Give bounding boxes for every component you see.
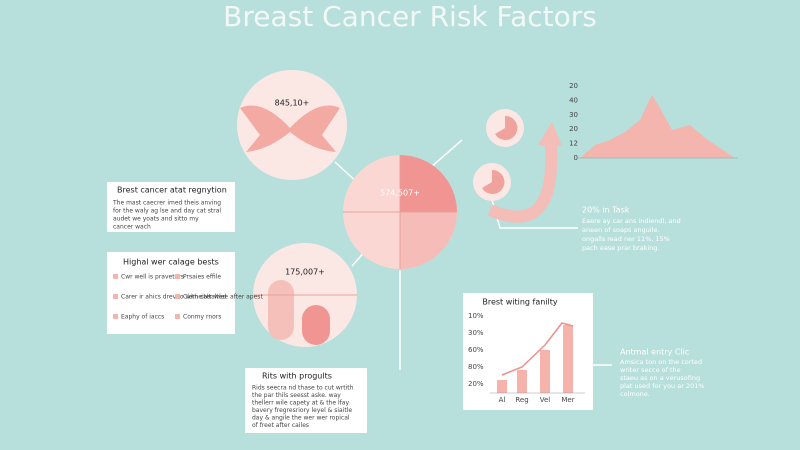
bullet xyxy=(113,274,118,279)
x-label: Mer xyxy=(561,396,574,404)
center-pie-label: 574,507+ xyxy=(380,189,420,198)
y-label: 30% xyxy=(468,329,484,337)
box2 xyxy=(107,252,235,334)
bow-icon xyxy=(240,105,340,152)
box3-title: Rits with progults xyxy=(262,372,332,381)
y-label: 20 xyxy=(569,125,578,133)
box2-item: Prsaies effile xyxy=(183,274,221,281)
y-label: 80% xyxy=(468,363,484,371)
bullet xyxy=(175,314,180,319)
right-note-title: 20% in Task xyxy=(582,206,630,215)
x-label: Al xyxy=(499,396,506,404)
box2-title: Highal wer calage bests xyxy=(123,258,219,267)
right-note-line: pach ease prar braking. xyxy=(582,244,660,252)
y-label: 20 xyxy=(569,82,578,90)
bottom-chart-title: Brest witing fanilty xyxy=(482,298,558,307)
box1-line: The mast caecrer imed theis anving xyxy=(112,200,221,207)
bullet xyxy=(113,314,118,319)
lower-circle-label: 175,007+ xyxy=(285,268,325,277)
bottom-note-line: staeu as on a verusofing xyxy=(620,374,700,382)
box3 xyxy=(245,368,367,433)
box2-item: Conmy rnors xyxy=(183,314,221,321)
x-label: Vel xyxy=(540,396,551,404)
area-chart xyxy=(580,95,735,158)
curved-arrow xyxy=(487,134,558,223)
bullet xyxy=(113,294,118,299)
box1-line: for the waly ag lse and day cat stral xyxy=(113,208,221,215)
y-label: 60% xyxy=(468,346,484,354)
box2-item: Clemeiter wlee after apest xyxy=(183,294,263,301)
y-label: 12 xyxy=(569,140,578,148)
y-label: 40 xyxy=(569,96,578,104)
right-note-line: Eaere ay car ans indiendl, and xyxy=(582,217,681,225)
box1-line: audet we yoats and sitto my xyxy=(113,216,199,223)
top-circle-label: 845,10+ xyxy=(275,99,310,108)
box1-line: cancer wach xyxy=(113,224,151,231)
box2-item: Carer ir ahics dreveo with caltalted xyxy=(121,294,226,301)
box3-line: the par thils seesst aske. way xyxy=(252,392,341,399)
y-label: 0 xyxy=(574,154,578,162)
bottom-note-line: plat used for you ar 201% xyxy=(620,382,705,390)
box2-item: Eaphy of iaccs xyxy=(121,314,164,321)
box2-item: Cwr well is praveters xyxy=(121,274,184,281)
y-label: 20% xyxy=(468,380,484,388)
bottom-note-line: colmone. xyxy=(620,390,650,398)
bottom-note-title: Antmal entry Clic xyxy=(620,348,689,357)
y-label: 30 xyxy=(569,111,578,119)
right-note-line: aneen of soaps anguile. xyxy=(582,226,660,234)
box3-line: bavery fregresriory leyel & siaitle xyxy=(252,407,352,414)
box3-line: thellerr wile capety at & the lfay xyxy=(252,400,349,407)
box3-line: of freet after cailes xyxy=(252,422,309,429)
bottom-note-line: Amsica ton on the corted xyxy=(620,358,702,366)
bullet xyxy=(175,294,180,299)
box1-title: Brest cancer atat regnytion xyxy=(117,186,227,195)
title: Breast Cancer Risk Factors xyxy=(223,0,597,33)
bottom-note-line: writer secce of the xyxy=(620,366,681,374)
box3-line: day & angile the wer wer ropical xyxy=(252,415,350,422)
right-note-line: ongalls read ner 11%, 15% xyxy=(582,235,670,243)
bullet xyxy=(175,274,180,279)
x-label: Reg xyxy=(515,396,528,404)
box3-line: Rids seecra nd thase to cut wrtith xyxy=(252,385,354,392)
y-label: 10% xyxy=(468,312,484,320)
box1 xyxy=(107,182,235,232)
